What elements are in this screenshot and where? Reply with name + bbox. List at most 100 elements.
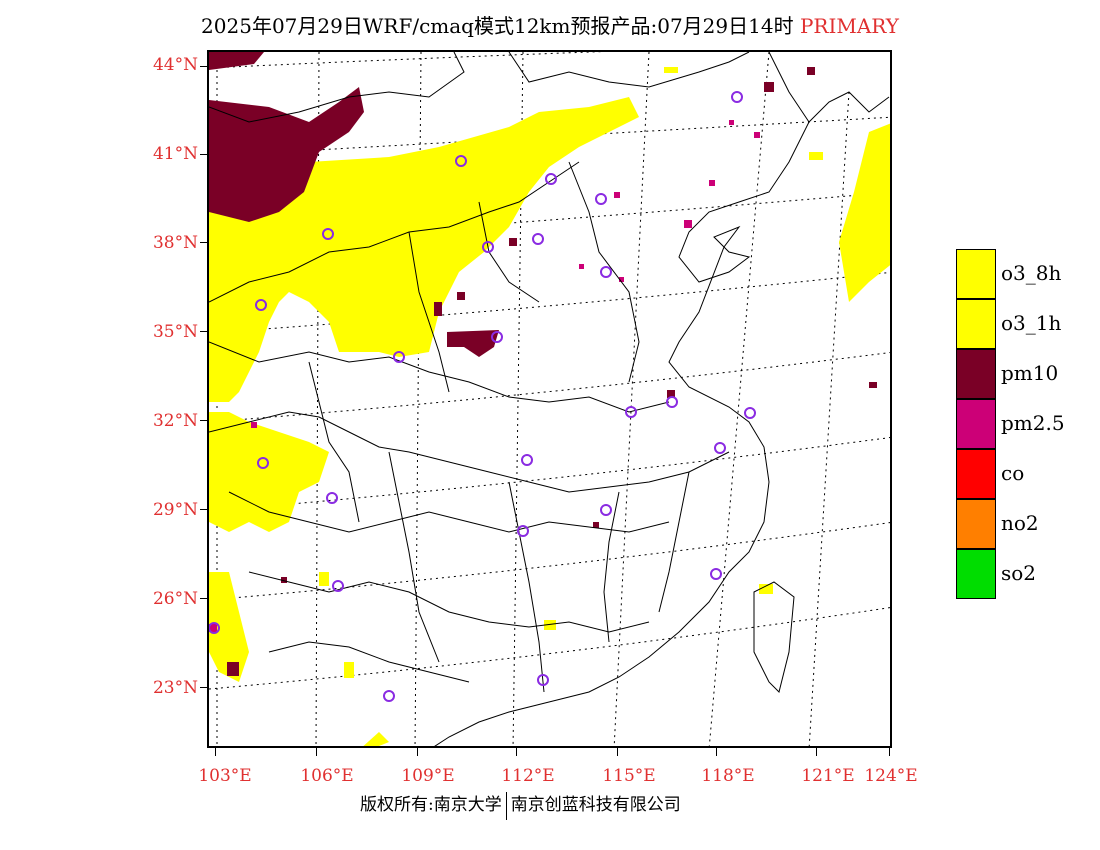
legend-swatch (956, 549, 996, 599)
lon-tick (617, 748, 618, 756)
map-canvas (209, 52, 890, 746)
lon-tick (417, 748, 418, 756)
station-marker[interactable] (326, 492, 338, 504)
legend-item-o3-1h[interactable]: o3_1h (956, 299, 1096, 349)
station-marker[interactable] (257, 457, 269, 469)
lat-label-35: 35°N (152, 322, 198, 342)
lat-line-44 (209, 52, 605, 69)
lat-tick (200, 331, 208, 332)
legend: o3_8h o3_1h pm10 pm2.5 co no2 so2 (956, 249, 1096, 599)
legend-item-so2[interactable]: so2 (956, 549, 1096, 599)
lon-line-109 (414, 52, 422, 746)
legend-label: co (1001, 461, 1025, 485)
lat-label-32: 32°N (152, 411, 198, 431)
map-title: 2025年07月29日WRF/cmaq模式12km预报产品:07月29日14时 … (0, 10, 1100, 39)
station-marker[interactable] (521, 454, 533, 466)
station-marker[interactable] (625, 406, 637, 418)
station-marker[interactable] (600, 504, 612, 516)
lat-line-26 (209, 522, 890, 601)
legend-item-no2[interactable]: no2 (956, 499, 1096, 549)
legend-swatch (956, 349, 996, 399)
legend-item-pm25[interactable]: pm2.5 (956, 399, 1096, 449)
footer-divider (505, 791, 507, 820)
lat-label-38: 38°N (152, 233, 198, 253)
lon-tick (516, 748, 517, 756)
station-marker[interactable] (714, 442, 726, 454)
lon-line-121 (808, 91, 850, 746)
copyright-right: 南京创蓝科技有限公司 (510, 795, 681, 815)
lon-label-109: 109°E (401, 766, 455, 786)
lon-tick (816, 748, 817, 756)
station-marker[interactable] (537, 674, 549, 686)
lat-label-29: 29°N (152, 500, 198, 520)
lat-label-41: 41°N (152, 144, 198, 164)
lon-line-118 (708, 52, 770, 746)
lat-line-32 (209, 352, 890, 423)
legend-label: o3_8h (1001, 261, 1062, 285)
pm25-layer (209, 120, 760, 632)
lon-tick (215, 748, 216, 756)
station-marker[interactable] (545, 173, 557, 185)
station-marker[interactable] (532, 233, 544, 245)
legend-swatch (956, 499, 996, 549)
lat-tick (200, 66, 208, 67)
lat-tick (200, 687, 208, 688)
legend-label: o3_1h (1001, 311, 1062, 335)
station-marker[interactable] (744, 407, 756, 419)
lon-label-124: 124°E (864, 766, 918, 786)
lon-line-106 (315, 52, 320, 746)
station-marker[interactable] (322, 228, 334, 240)
station-marker[interactable] (455, 155, 467, 167)
lon-label-121: 121°E (801, 766, 855, 786)
legend-label: pm2.5 (1001, 411, 1065, 435)
lat-tick (200, 242, 208, 243)
lon-line-112 (512, 52, 524, 746)
lat-tick (200, 509, 208, 510)
legend-item-co[interactable]: co (956, 449, 1096, 499)
legend-label: pm10 (1001, 361, 1059, 385)
legend-label: no2 (1001, 511, 1039, 535)
lat-line-23 (209, 607, 890, 690)
station-marker[interactable] (517, 525, 529, 537)
boundaries (209, 52, 890, 746)
lat-line-29 (209, 437, 890, 512)
station-marker[interactable] (710, 568, 722, 580)
legend-label: so2 (1001, 561, 1037, 585)
lat-line-35 (209, 271, 890, 334)
station-marker[interactable] (255, 299, 267, 311)
lon-label-118: 118°E (701, 766, 755, 786)
legend-swatch (956, 399, 996, 449)
pm10-layer (209, 52, 877, 676)
lon-label-103: 103°E (198, 766, 252, 786)
station-marker[interactable] (491, 331, 503, 343)
station-marker[interactable] (209, 622, 220, 634)
lat-label-23: 23°N (152, 678, 198, 698)
station-marker[interactable] (393, 351, 405, 363)
station-marker[interactable] (600, 266, 612, 278)
city-markers (209, 91, 756, 702)
lon-line-115 (613, 52, 650, 746)
legend-item-o3-8h[interactable]: o3_8h (956, 249, 1096, 299)
lon-tick (889, 748, 890, 756)
title-text: 2025年07月29日WRF/cmaq模式12km预报产品:07月29日14时 (201, 14, 794, 38)
primary-tag: PRIMARY (799, 14, 899, 38)
copyright-left: 版权所有:南京大学 (360, 795, 502, 815)
map-panel[interactable] (207, 50, 892, 748)
legend-item-pm10[interactable]: pm10 (956, 349, 1096, 399)
lon-tick (716, 748, 717, 756)
station-marker[interactable] (731, 91, 743, 103)
lat-label-26: 26°N (152, 589, 198, 609)
lat-tick (200, 420, 208, 421)
copyright-footer: 版权所有:南京大学 南京创蓝科技有限公司 (360, 790, 681, 820)
lon-tick (316, 748, 317, 756)
station-marker[interactable] (595, 193, 607, 205)
legend-swatch (956, 299, 996, 349)
station-marker[interactable] (666, 396, 678, 408)
station-marker[interactable] (383, 690, 395, 702)
lon-label-115: 115°E (602, 766, 656, 786)
station-marker[interactable] (332, 580, 344, 592)
lat-tick (200, 598, 208, 599)
o3-layer (209, 67, 890, 746)
station-marker[interactable] (482, 241, 494, 253)
legend-swatch (956, 249, 996, 299)
